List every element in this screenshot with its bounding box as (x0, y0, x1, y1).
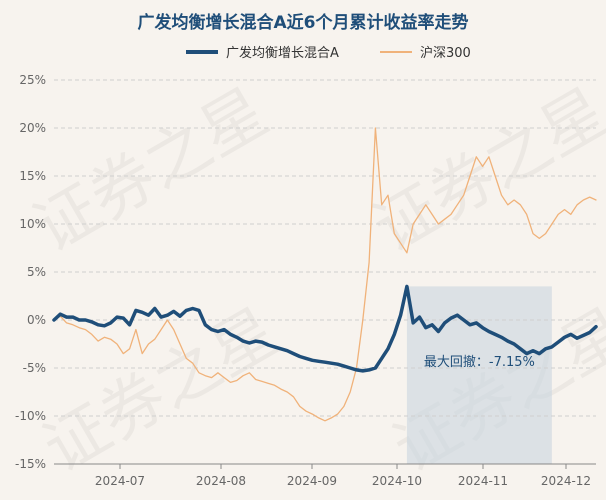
x-tick-label: 2024-10 (372, 474, 422, 488)
chart-title: 广发均衡增长混合A近6个月累计收益率走势 (137, 13, 469, 33)
series-line-index (53, 127, 597, 422)
legend: 广发均衡增长混合A 沪深300 (0, 42, 606, 62)
series-line-fund (52, 284, 598, 373)
y-tick-label: -15% (15, 457, 46, 471)
y-tick-label: 5% (27, 265, 46, 279)
y-tick-label: -5% (23, 361, 46, 375)
x-tick-label: 2024-07 (95, 474, 145, 488)
x-tick-label: 2024-12 (541, 474, 591, 488)
y-tick-label: 20% (19, 121, 46, 135)
x-tick-label: 2024-09 (287, 474, 337, 488)
drawdown-area (406, 286, 552, 464)
y-tick-label: 0% (27, 313, 46, 327)
drawdown-label: 最大回撤：-7.15% (424, 354, 535, 370)
y-tick-label: 25% (19, 73, 46, 87)
legend-label-fund: 广发均衡增长混合A (226, 46, 339, 61)
x-tick-label: 2024-08 (196, 474, 246, 488)
y-tick-label: 15% (19, 169, 46, 183)
legend-label-index: 沪深300 (420, 46, 471, 61)
legend-item-index[interactable]: 沪深300 (380, 42, 471, 61)
legend-swatch-fund (186, 49, 218, 54)
x-tick-label: 2024-11 (458, 474, 508, 488)
legend-swatch-index (380, 50, 412, 53)
legend-item-fund[interactable]: 广发均衡增长混合A (186, 42, 339, 61)
y-tick-label: 10% (19, 217, 46, 231)
y-tick-label: -10% (15, 409, 46, 423)
